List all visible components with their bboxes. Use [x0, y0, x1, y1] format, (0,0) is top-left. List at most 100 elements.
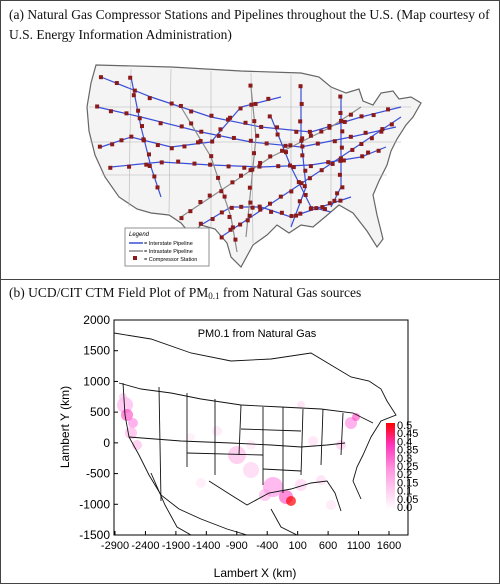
compressor-station: [303, 192, 308, 197]
compressor-station: [158, 121, 163, 126]
y-tick-label: 1500: [83, 344, 110, 358]
compressor-station: [303, 168, 308, 173]
compressor-station: [248, 138, 253, 143]
compressor-station: [95, 104, 100, 109]
compressor-station: [264, 141, 269, 146]
x-axis-label: Lambert X (km): [214, 566, 297, 580]
pipeline-map: Legend = Interstate Pipeline = Intrastat…: [86, 64, 422, 268]
compressor-station: [360, 154, 365, 159]
panel-b: (b) UCD/CIT CTM Field Plot of PM0.1 from…: [1, 280, 499, 583]
plot-area: [113, 319, 409, 536]
panel-b-caption: (b) UCD/CIT CTM Field Plot of PM0.1 from…: [9, 285, 362, 301]
compressor-station: [294, 129, 299, 134]
colorbar-tick-label: 0.5: [397, 420, 412, 432]
compressor-station: [255, 133, 260, 138]
concentration-patch: [295, 479, 307, 491]
compressor-station: [340, 129, 345, 134]
compressor-station: [219, 235, 224, 240]
compressor-station: [298, 84, 303, 89]
compressor-station: [229, 205, 234, 210]
compressor-station: [379, 129, 384, 134]
compressor-station: [342, 119, 347, 124]
compressor-station: [283, 143, 288, 148]
compressor-station: [199, 129, 204, 134]
concentration-patch: [187, 433, 195, 441]
panel-a: (a) Natural Gas Compressor Stations and …: [1, 1, 499, 280]
concentration-patch: [119, 393, 127, 401]
compressor-station: [339, 145, 344, 150]
pipeline: [245, 86, 257, 238]
compressor-station: [319, 129, 324, 134]
compressor-station: [298, 211, 303, 216]
compressor-station: [98, 75, 103, 80]
colorbar-tick-label: 0.2: [397, 469, 412, 481]
compressor-station: [257, 164, 262, 169]
compressor-station: [152, 174, 157, 179]
compressor-station: [222, 194, 227, 199]
compressor-station: [247, 185, 252, 190]
compressor-station: [238, 222, 243, 227]
compressor-station: [108, 109, 113, 114]
compressor-station: [309, 206, 314, 211]
compressor-station: [366, 150, 371, 155]
x-tick-label: 1600: [377, 540, 401, 552]
compressor-station: [267, 201, 272, 206]
compressor-station: [209, 154, 214, 159]
compressor-station: [278, 194, 283, 199]
compressor-station: [218, 127, 223, 132]
compressor-station: [210, 217, 215, 222]
compressor-station: [189, 121, 194, 126]
y-tick-label: 2000: [83, 313, 110, 327]
concentration-patch: [128, 418, 138, 428]
compressor-station: [279, 210, 284, 215]
compressor-station: [198, 221, 203, 226]
concentration-field: [117, 393, 360, 510]
compressor-station: [233, 237, 238, 242]
y-tick-label: 500: [90, 405, 110, 419]
compressor-station: [230, 225, 235, 230]
pipeline: [180, 106, 238, 253]
compressor-station: [179, 216, 184, 221]
x-tick-label: 100: [288, 540, 306, 552]
plot-title: PM0.1 from Natural Gas: [198, 328, 317, 340]
colorbar-tick-label: 0.05: [397, 494, 418, 506]
compressor-station: [141, 137, 146, 142]
compressor-station: [339, 118, 344, 123]
compressor-station: [289, 214, 294, 219]
x-tick-label: -1900: [162, 540, 190, 552]
compressor-station: [179, 124, 184, 129]
colorbar-tick-label: 0.45: [397, 428, 418, 440]
compressor-station: [128, 75, 133, 80]
compressor-station: [249, 102, 254, 107]
compressor-station: [302, 184, 307, 189]
compressor-station: [307, 129, 312, 134]
y-tick-label: -1000: [79, 497, 110, 511]
compressor-station: [228, 115, 233, 120]
compressor-station: [230, 180, 235, 185]
compressor-station: [169, 101, 174, 106]
compressor-station: [124, 111, 129, 116]
compressor-station: [308, 164, 313, 169]
compressor-station: [243, 120, 248, 125]
compressor-station: [207, 193, 212, 198]
compressor-station: [242, 165, 247, 170]
compressor-station: [210, 139, 215, 144]
compressor-station: [227, 214, 232, 219]
compressor-station: [189, 109, 194, 114]
compressor-station: [283, 150, 288, 155]
compressor-station: [338, 94, 343, 99]
colorbar: [386, 423, 395, 509]
state-borders: [89, 68, 411, 244]
compressor-station: [188, 209, 193, 214]
compressor-station: [248, 200, 253, 205]
legend-interstate: = Interstate Pipeline: [144, 241, 193, 247]
compressor-station: [238, 173, 243, 178]
colorbar-tick-label: 0.25: [397, 461, 418, 473]
compressor-station: [289, 189, 294, 194]
compressor-station: [198, 200, 203, 205]
compressor-station: [389, 122, 394, 127]
pipeline: [200, 196, 352, 226]
legend-intrastate: = Intrastate Pipeline: [144, 249, 193, 255]
compressor-station: [315, 141, 320, 146]
